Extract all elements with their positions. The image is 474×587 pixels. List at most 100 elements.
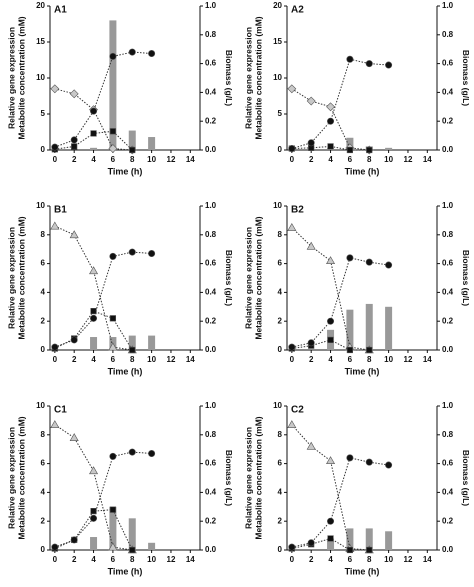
bar <box>148 542 156 550</box>
point <box>148 450 156 458</box>
bar <box>148 335 156 350</box>
panel: 0 2 4 6 8 10 12 14 0 2 4 6 8 10 0.0 0.2 0.4 0.6 0.8 1.0 C1 Ti… <box>6 401 234 576</box>
x-tick-label: 2 <box>309 355 314 364</box>
point <box>366 146 373 154</box>
point <box>90 508 97 515</box>
x-axis-label: Time (h) <box>108 366 143 376</box>
panel-title: B1 <box>54 205 67 216</box>
point <box>365 458 373 466</box>
y2-tick-label: 0.0 <box>205 545 217 554</box>
bar <box>109 506 117 550</box>
x-tick-label: 2 <box>72 355 77 364</box>
x-tick-label: 12 <box>404 355 413 364</box>
y2-tick-label: 0.6 <box>205 259 217 268</box>
y2-tick-label: 0.6 <box>205 459 217 468</box>
trend-line <box>54 509 133 551</box>
point <box>50 420 60 429</box>
bar <box>128 130 136 150</box>
point <box>306 96 316 106</box>
y2-tick-label: 1.0 <box>442 401 454 410</box>
x-tick-label: 8 <box>367 155 372 164</box>
point <box>109 128 117 135</box>
point <box>327 535 334 542</box>
point <box>288 145 296 153</box>
y-tick-label: 0 <box>41 545 46 554</box>
y-tick-label: 5 <box>41 109 46 118</box>
y-tick-label: 10 <box>36 401 45 410</box>
trend-line <box>291 145 370 151</box>
point <box>148 250 156 258</box>
point <box>346 146 354 154</box>
x-tick-label: 12 <box>167 555 176 564</box>
trend-line <box>54 451 152 548</box>
y-tick-label: 0 <box>278 545 283 554</box>
bar <box>385 531 393 550</box>
y2-axis-label: Biomass (g/L) <box>224 250 234 306</box>
y2-tick-label: 1.0 <box>205 401 217 410</box>
y2-tick-label: 0.0 <box>205 145 217 154</box>
bar <box>365 528 373 550</box>
point <box>69 230 79 239</box>
point <box>307 139 315 147</box>
y2-axis-label: Biomass (g/L) <box>461 50 471 106</box>
x-tick-label: 8 <box>130 155 135 164</box>
point <box>109 252 117 260</box>
point <box>306 441 316 450</box>
y2-tick-label: 0.4 <box>205 488 217 497</box>
y2-axis-label: Biomass (g/L) <box>461 250 471 306</box>
panel-title: C2 <box>291 405 304 416</box>
point <box>365 60 373 68</box>
panel: 0 2 4 6 8 10 12 14 0 2 4 6 8 10 0.0 0.2 0.4 0.6 0.8 1.0 B2 Ti… <box>243 201 471 376</box>
point <box>90 514 98 522</box>
point <box>89 466 99 475</box>
point <box>346 254 354 262</box>
y-tick-label: 6 <box>278 259 283 268</box>
point <box>327 517 335 525</box>
y2-tick-label: 0.8 <box>205 230 217 239</box>
y-tick-label: 8 <box>278 230 283 239</box>
x-axis-label: Time (h) <box>345 366 380 376</box>
point <box>90 308 97 315</box>
y-axis-label: Metabolite concentration (mM) <box>253 216 263 339</box>
point <box>287 420 297 429</box>
y-tick-label: 10 <box>273 401 282 410</box>
point <box>70 336 78 344</box>
point <box>346 346 354 354</box>
x-tick-label: 12 <box>404 555 413 564</box>
bar <box>90 537 98 550</box>
y2-tick-label: 1.0 <box>442 1 454 10</box>
x-axis-label: Time (h) <box>345 166 380 176</box>
bar <box>327 538 335 550</box>
point <box>346 546 354 554</box>
x-tick-label: 4 <box>328 555 333 564</box>
y-tick-label: 2 <box>278 516 283 525</box>
y2-tick-label: 1.0 <box>442 201 454 210</box>
x-tick-label: 10 <box>384 555 393 564</box>
y2-tick-label: 0.2 <box>442 516 454 525</box>
y-tick-label: 20 <box>273 1 282 10</box>
trend-line <box>291 424 370 551</box>
x-tick-label: 4 <box>328 355 333 364</box>
point <box>326 256 336 265</box>
point <box>70 536 78 544</box>
trend-line <box>291 457 389 548</box>
x-tick-label: 2 <box>72 555 77 564</box>
point <box>346 55 354 63</box>
point <box>109 506 117 513</box>
y2-tick-label: 0.4 <box>442 488 454 497</box>
bar <box>148 137 156 150</box>
point <box>71 143 78 150</box>
point <box>129 146 136 154</box>
y-tick-label: 6 <box>41 459 46 468</box>
bar <box>346 309 354 350</box>
point <box>365 258 373 266</box>
y-tick-label: 6 <box>41 259 46 268</box>
point <box>70 136 78 144</box>
point <box>327 143 334 150</box>
y2-tick-label: 0.0 <box>205 345 217 354</box>
x-tick-label: 8 <box>367 555 372 564</box>
x-tick-label: 0 <box>290 355 295 364</box>
x-tick-label: 6 <box>348 555 353 564</box>
y2-tick-label: 0.0 <box>442 545 454 554</box>
